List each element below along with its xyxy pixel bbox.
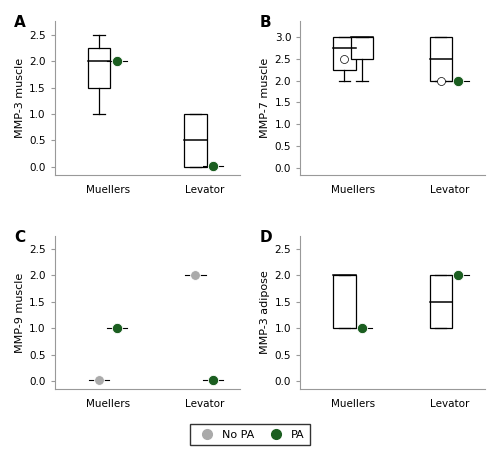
Text: D: D bbox=[260, 230, 272, 244]
Bar bbox=[333, 37, 355, 69]
Point bbox=[454, 77, 462, 84]
Bar bbox=[184, 114, 206, 167]
Bar bbox=[430, 37, 452, 81]
Point bbox=[209, 162, 217, 170]
Bar bbox=[351, 37, 374, 59]
Point bbox=[358, 325, 366, 332]
Point bbox=[112, 57, 120, 64]
Bar bbox=[430, 276, 452, 328]
Y-axis label: MMP-3 muscle: MMP-3 muscle bbox=[15, 58, 25, 138]
Point bbox=[437, 77, 445, 84]
Y-axis label: MMP-7 muscle: MMP-7 muscle bbox=[260, 58, 270, 138]
Y-axis label: MMP-9 muscle: MMP-9 muscle bbox=[15, 272, 25, 353]
Text: B: B bbox=[260, 15, 271, 30]
Bar bbox=[333, 276, 355, 328]
Text: C: C bbox=[14, 230, 26, 244]
Point bbox=[95, 377, 103, 384]
Legend: No PA, PA: No PA, PA bbox=[190, 424, 310, 446]
Point bbox=[209, 377, 217, 384]
Point bbox=[340, 55, 348, 62]
Point bbox=[192, 272, 200, 279]
Point bbox=[112, 325, 120, 332]
Point bbox=[454, 272, 462, 279]
Y-axis label: MMP-3 adipose: MMP-3 adipose bbox=[260, 271, 270, 354]
Bar bbox=[88, 48, 110, 87]
Text: A: A bbox=[14, 15, 26, 30]
